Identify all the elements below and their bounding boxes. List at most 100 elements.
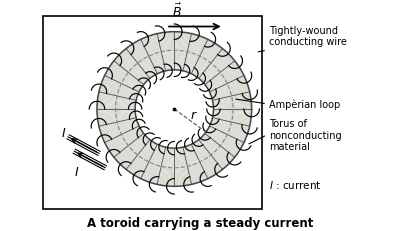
Wedge shape: [207, 131, 239, 153]
Wedge shape: [122, 52, 149, 81]
Wedge shape: [100, 120, 137, 131]
Wedge shape: [149, 146, 162, 183]
Wedge shape: [129, 141, 152, 173]
Wedge shape: [129, 46, 152, 78]
Wedge shape: [209, 73, 243, 92]
Text: $I$: $I$: [74, 166, 79, 179]
Wedge shape: [130, 141, 152, 173]
Wedge shape: [195, 44, 216, 77]
Wedge shape: [213, 101, 251, 106]
Wedge shape: [130, 46, 152, 78]
Wedge shape: [135, 42, 155, 76]
Wedge shape: [213, 116, 250, 124]
Wedge shape: [181, 148, 188, 185]
Wedge shape: [210, 125, 245, 141]
Wedge shape: [179, 33, 185, 71]
Wedge shape: [109, 67, 142, 88]
Wedge shape: [200, 139, 226, 168]
Wedge shape: [97, 108, 135, 109]
Wedge shape: [103, 77, 139, 94]
Wedge shape: [211, 123, 247, 137]
Wedge shape: [166, 148, 171, 186]
Wedge shape: [98, 97, 135, 104]
Wedge shape: [212, 121, 248, 133]
Wedge shape: [191, 40, 208, 74]
Wedge shape: [150, 36, 163, 73]
Wedge shape: [199, 51, 225, 80]
Wedge shape: [173, 33, 174, 70]
Wedge shape: [99, 118, 136, 128]
Wedge shape: [100, 88, 137, 99]
Wedge shape: [103, 78, 139, 94]
Wedge shape: [194, 43, 215, 76]
Wedge shape: [139, 144, 157, 179]
Wedge shape: [135, 143, 155, 177]
Wedge shape: [201, 138, 228, 166]
Text: $\it{I}$ : current: $\it{I}$ : current: [269, 179, 322, 190]
Wedge shape: [164, 33, 169, 71]
Wedge shape: [161, 148, 168, 185]
Wedge shape: [149, 36, 162, 73]
Wedge shape: [181, 34, 189, 71]
Wedge shape: [212, 87, 248, 99]
Wedge shape: [107, 128, 140, 148]
Wedge shape: [97, 112, 135, 115]
Wedge shape: [171, 149, 174, 186]
Wedge shape: [144, 146, 160, 181]
Wedge shape: [188, 146, 203, 181]
Wedge shape: [106, 72, 140, 91]
Wedge shape: [186, 147, 198, 183]
Wedge shape: [213, 112, 252, 116]
Wedge shape: [208, 70, 241, 90]
Wedge shape: [124, 139, 149, 168]
Wedge shape: [213, 115, 251, 122]
Wedge shape: [186, 36, 199, 73]
Wedge shape: [209, 75, 244, 92]
Wedge shape: [156, 34, 166, 72]
Wedge shape: [201, 138, 227, 167]
Wedge shape: [131, 142, 153, 174]
Wedge shape: [213, 109, 252, 111]
Wedge shape: [97, 103, 135, 107]
Wedge shape: [212, 88, 249, 99]
Wedge shape: [171, 33, 174, 70]
Wedge shape: [110, 65, 142, 88]
Wedge shape: [213, 104, 252, 107]
Wedge shape: [166, 33, 171, 71]
Wedge shape: [101, 122, 137, 136]
Wedge shape: [213, 96, 251, 103]
Wedge shape: [179, 148, 184, 186]
Wedge shape: [194, 143, 214, 176]
Wedge shape: [211, 81, 246, 96]
Wedge shape: [203, 58, 233, 84]
Wedge shape: [98, 117, 136, 125]
Wedge shape: [210, 78, 245, 94]
Wedge shape: [177, 33, 181, 71]
Wedge shape: [203, 57, 232, 83]
Wedge shape: [198, 140, 223, 170]
Wedge shape: [184, 35, 194, 72]
Wedge shape: [204, 135, 233, 160]
Wedge shape: [207, 130, 240, 152]
Wedge shape: [98, 116, 136, 123]
Wedge shape: [210, 77, 245, 94]
Wedge shape: [98, 99, 135, 105]
Text: A toroid carrying a steady current: A toroid carrying a steady current: [87, 216, 313, 229]
Wedge shape: [194, 143, 215, 176]
Wedge shape: [209, 72, 243, 91]
Wedge shape: [158, 148, 167, 185]
Wedge shape: [124, 51, 149, 80]
Wedge shape: [111, 64, 143, 87]
Wedge shape: [105, 73, 140, 92]
Wedge shape: [190, 145, 206, 180]
Wedge shape: [209, 76, 245, 93]
Wedge shape: [202, 55, 230, 82]
Wedge shape: [213, 114, 251, 119]
Wedge shape: [205, 62, 236, 86]
Wedge shape: [118, 56, 146, 83]
Wedge shape: [184, 35, 196, 72]
Wedge shape: [213, 111, 252, 114]
Wedge shape: [213, 103, 252, 107]
Wedge shape: [189, 38, 205, 74]
Wedge shape: [97, 113, 135, 118]
